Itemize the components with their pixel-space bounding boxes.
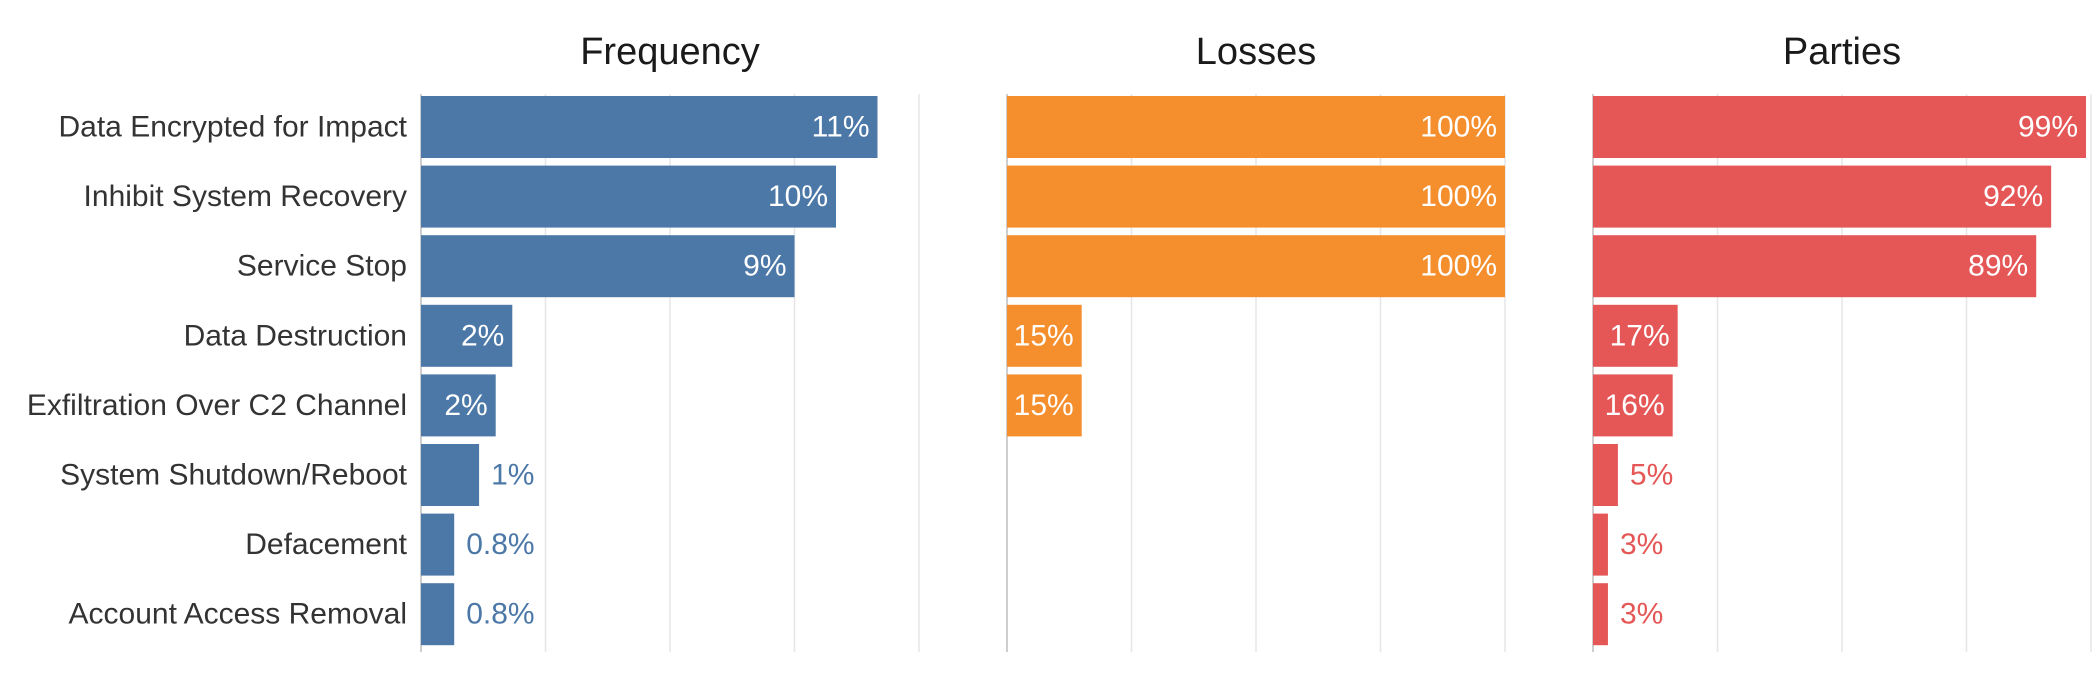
- category-label: Exfiltration Over C2 Channel: [27, 389, 407, 422]
- bar: [1593, 96, 2087, 158]
- bar: [1593, 165, 2052, 228]
- bar: [421, 513, 455, 576]
- data-label: 0.8%: [466, 528, 534, 561]
- data-label: 0.8%: [466, 598, 534, 631]
- category-label: Data Encrypted for Impact: [59, 111, 408, 144]
- chart-panels: Data Encrypted for Impact Inhibit System …: [27, 31, 2092, 652]
- bar: [1007, 165, 1505, 228]
- category-label: Data Destruction: [184, 319, 407, 352]
- data-label: 1%: [491, 459, 534, 492]
- panel-title: Parties: [1783, 31, 1901, 73]
- bar: [1593, 374, 1673, 437]
- data-label: 3%: [1620, 598, 1663, 631]
- bar: [1593, 235, 2037, 298]
- bar: [1593, 583, 1608, 646]
- data-label: 2%: [461, 319, 504, 352]
- data-label: 15%: [1014, 389, 1074, 422]
- category-label: Inhibit System Recovery: [84, 180, 407, 213]
- bar: [1593, 444, 1618, 506]
- data-label: 10%: [768, 180, 828, 213]
- data-label: 15%: [1014, 319, 1074, 352]
- data-label: 17%: [1610, 319, 1670, 352]
- panel-parties: Parties 99% 92% 89% 17% 16% 5% 3% 3%: [1592, 31, 2092, 652]
- panel-losses: Losses 100% 100% 100% 15% 15%: [1006, 31, 1506, 652]
- bar: [1593, 304, 1678, 367]
- data-label: 89%: [1968, 250, 2028, 283]
- category-label: Service Stop: [237, 250, 407, 283]
- bar: [421, 96, 878, 158]
- data-label: 100%: [1420, 180, 1497, 213]
- bar: [1007, 235, 1505, 298]
- panel-frequency: Frequency 11% 10% 9% 2% 2% 1% 0.8% 0.8%: [420, 31, 920, 652]
- data-label: 11%: [812, 111, 870, 144]
- bar: [1007, 304, 1082, 367]
- data-label: 9%: [743, 250, 786, 283]
- category-label: System Shutdown/Reboot: [60, 459, 408, 492]
- data-label: 99%: [2018, 111, 2078, 144]
- bar: [421, 444, 480, 506]
- data-label: 100%: [1420, 111, 1497, 144]
- bar: [1593, 513, 1608, 576]
- category-label: Defacement: [245, 528, 407, 561]
- data-label: 2%: [444, 389, 487, 422]
- data-label: 100%: [1420, 250, 1497, 283]
- bar: [421, 165, 836, 228]
- bar: [1007, 96, 1505, 158]
- data-label: 16%: [1605, 389, 1665, 422]
- bar: [421, 374, 496, 437]
- bar: [421, 235, 795, 298]
- bar: [421, 583, 455, 646]
- bar: [1007, 374, 1082, 437]
- panel-title: Frequency: [580, 31, 760, 73]
- data-label: 3%: [1620, 528, 1663, 561]
- panel-title: Losses: [1196, 31, 1316, 73]
- category-label: Account Access Removal: [69, 598, 407, 631]
- data-label: 92%: [1983, 180, 2043, 213]
- bar: [421, 304, 513, 367]
- data-label: 5%: [1630, 459, 1673, 492]
